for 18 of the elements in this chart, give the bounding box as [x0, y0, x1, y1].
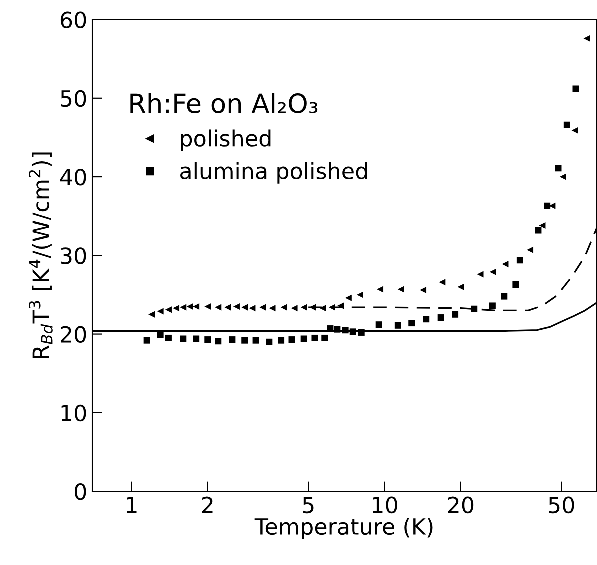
x-tick-label: 2	[202, 496, 213, 514]
y-tick-label: 60	[60, 12, 86, 29]
x-tick-label: 5	[303, 497, 314, 514]
y-tick-label: 20	[61, 326, 86, 344]
x-tick-label: 10	[373, 496, 398, 514]
legend-label: alumina polished	[180, 162, 368, 184]
x-tick-label: 50	[549, 496, 574, 514]
legend-label: polished	[181, 130, 271, 152]
y-tick-label: 30	[61, 248, 86, 264]
legend-title: Rh:Fe on Al₂O₃	[130, 93, 318, 114]
text: R$_{Bd}$T$^{3}$ [K$^{4}$/(W/cm$^{2}$)]	[28, 152, 53, 358]
y-tick-label: 50	[61, 90, 86, 108]
x-tick-label: 1	[127, 497, 137, 514]
y-tick-label: 10	[62, 404, 86, 422]
y-tick-label: 40	[60, 168, 86, 186]
y-tick-label: 0	[75, 484, 86, 500]
x-tick-label: 20	[448, 496, 474, 514]
x-axis-title: Temperature (K)	[254, 518, 433, 540]
